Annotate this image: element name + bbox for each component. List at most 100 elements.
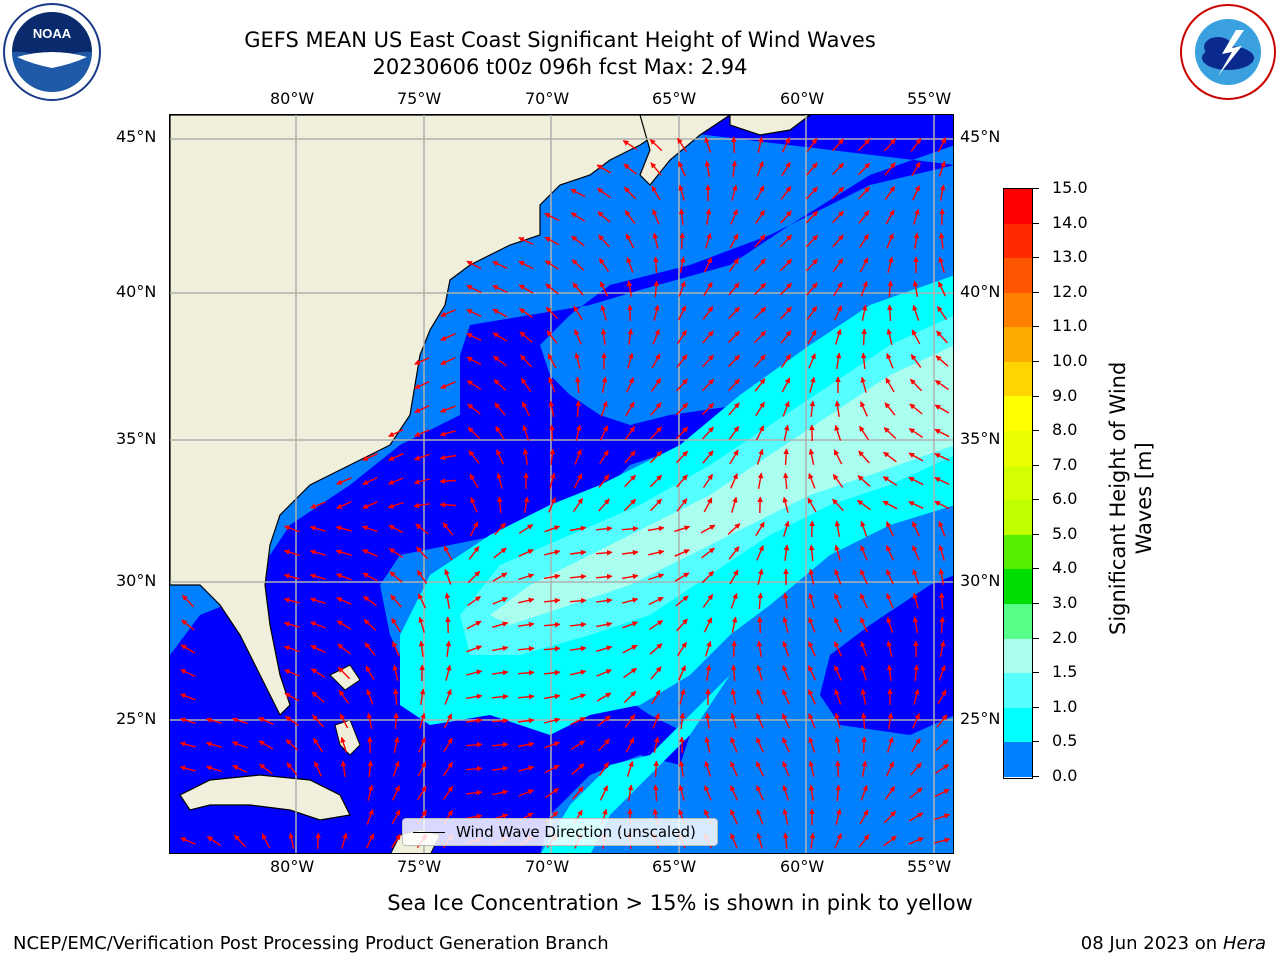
wave-arrow: [466, 789, 483, 796]
wave-arrow: [701, 570, 715, 584]
wave-arrow: [703, 257, 713, 273]
wave-arrow: [679, 736, 685, 754]
wave-arrow: [570, 188, 586, 198]
wave-arrow: [728, 258, 740, 272]
wave-arrow: [912, 616, 919, 634]
wave-arrow: [675, 595, 689, 607]
wave-arrow: [652, 784, 659, 802]
wave-arrow: [936, 330, 948, 344]
wave-arrow: [596, 669, 612, 677]
wave-arrow: [679, 256, 686, 273]
wave-arrow: [834, 544, 841, 561]
wave-arrow: [442, 785, 454, 801]
wave-arrow: [808, 736, 816, 753]
wave-arrow: [284, 669, 300, 677]
wave-arrow: [341, 832, 348, 849]
wave-arrow: [623, 186, 637, 200]
wave-arrow: [909, 378, 923, 392]
wave-arrow: [834, 520, 841, 538]
wave-arrow: [231, 741, 248, 749]
wave-arrow: [934, 379, 950, 391]
wave-arrow: [756, 664, 763, 681]
wave-arrow: [340, 736, 348, 753]
wave-arrow: [465, 741, 483, 748]
colorbar-tick: [1033, 741, 1039, 743]
colorbar-tick: [1033, 188, 1039, 189]
wave-arrow: [860, 520, 868, 537]
wave-arrow: [444, 568, 452, 585]
wave-arrow: [648, 596, 664, 606]
wave-arrow: [415, 523, 429, 535]
colorbar-tick: [1033, 257, 1039, 259]
wave-arrow: [286, 762, 298, 776]
wave-arrow: [440, 381, 456, 389]
wave-arrow: [569, 645, 587, 652]
wave-arrow: [518, 284, 534, 294]
wave-arrow: [179, 765, 196, 772]
wave-arrow: [832, 474, 844, 488]
wave-arrow: [575, 400, 582, 418]
wave-arrow: [831, 162, 845, 176]
wave-arrow: [834, 424, 842, 441]
colorbar-title-line1: Significant Height of Wind: [1106, 361, 1130, 635]
wave-arrow: [936, 305, 948, 320]
wave-arrow: [574, 376, 581, 394]
wave-arrow: [335, 573, 352, 581]
lon-tick-bottom-70w: 70°W: [525, 857, 570, 876]
wave-arrow: [596, 187, 612, 199]
wave-arrow: [544, 212, 560, 222]
wave-arrow: [466, 284, 482, 294]
wave-arrow: [518, 307, 533, 319]
wave-arrow: [731, 136, 737, 154]
wave-arrow: [495, 425, 505, 441]
wave-arrow: [860, 401, 868, 417]
wave-arrow: [885, 377, 895, 393]
wave-arrow: [675, 426, 689, 440]
lon-tick-bottom-60w: 60°W: [780, 857, 825, 876]
wave-arrow: [491, 693, 509, 700]
wave-arrow: [496, 496, 503, 514]
wave-arrow: [283, 645, 300, 653]
wave-arrow: [938, 592, 945, 610]
wave-arrow: [728, 402, 740, 416]
wave-arrow: [731, 640, 737, 658]
wave-arrow: [913, 232, 920, 249]
wave-arrow: [808, 760, 815, 777]
wave-arrow: [858, 450, 870, 464]
wave-arrow: [622, 621, 639, 629]
wave-arrow: [625, 233, 635, 249]
wave-arrow: [731, 160, 738, 178]
wave-arrow: [574, 352, 581, 369]
colorbar-tick-label: 10.0: [1052, 350, 1088, 370]
colorbar-tick: [1033, 499, 1039, 501]
wave-arrow: [833, 281, 843, 297]
wave-arrow: [939, 184, 946, 202]
wave-arrow: [730, 809, 738, 825]
wave-arrow: [781, 137, 791, 153]
wave-arrow: [936, 714, 948, 728]
wave-arrow: [599, 281, 609, 297]
wave-arrow: [206, 835, 221, 847]
wave-arrow: [625, 401, 635, 417]
wave-arrow: [600, 328, 607, 345]
wave-arrow: [702, 450, 714, 464]
colorbar-tick-label: 2.0: [1052, 627, 1078, 647]
wave-arrow: [883, 810, 897, 824]
wave-arrow: [574, 329, 582, 345]
wave-arrow: [676, 474, 688, 488]
wave-arrow: [626, 377, 634, 393]
wave-arrow: [518, 573, 535, 581]
wave-arrow: [600, 304, 607, 321]
wave-arrow: [705, 208, 712, 226]
wave-arrow: [470, 497, 478, 513]
wave-arrow: [805, 186, 819, 200]
wave-arrow: [546, 330, 558, 344]
wave-arrow: [835, 760, 841, 778]
wave-arrow: [884, 402, 896, 416]
wave-arrow: [309, 525, 326, 532]
wave-arrow: [445, 664, 452, 681]
wave-arrow: [703, 281, 713, 297]
wave-arrow: [704, 640, 712, 657]
wave-arrow: [908, 428, 924, 438]
colorbar-segment: [1004, 707, 1032, 743]
